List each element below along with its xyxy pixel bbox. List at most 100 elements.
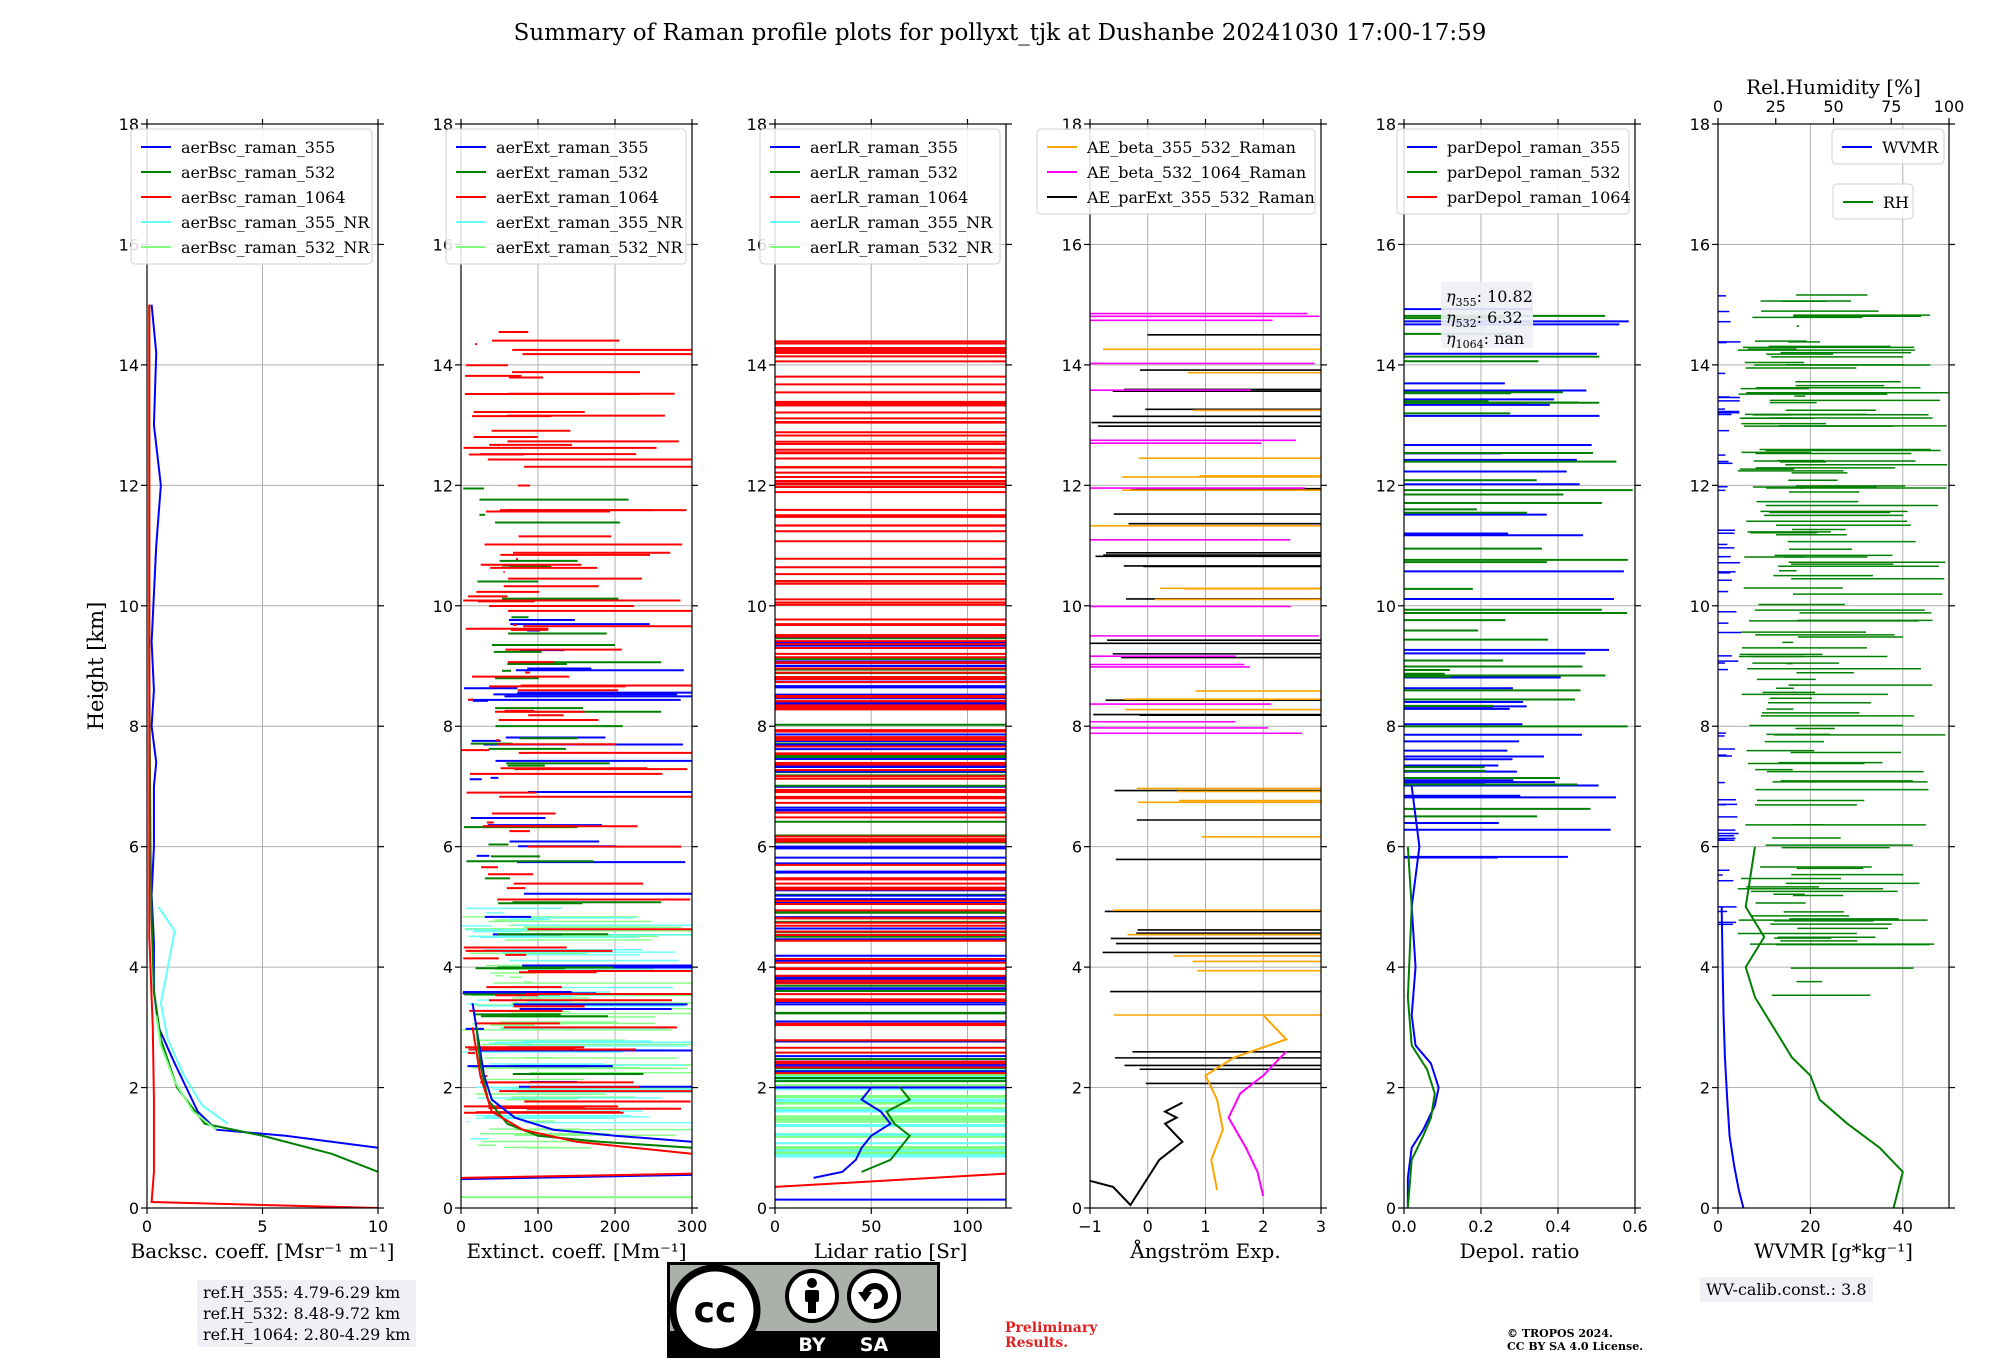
legend-frame: [445, 128, 687, 265]
x-tick-label: 300: [677, 1217, 708, 1236]
top-tick-label: 100: [1934, 97, 1965, 116]
y-tick-label: 6: [443, 838, 453, 857]
y-tick-label: 14: [1376, 356, 1396, 375]
x-tick-label: 0.0: [1391, 1217, 1416, 1236]
series-WVMR: [1720, 906, 1745, 1208]
legend-entry: aerBsc_raman_532_NR: [181, 238, 370, 257]
y-tick-label: 12: [433, 476, 453, 495]
axes-frame: [1717, 123, 1950, 1209]
legend-entry: aerBsc_raman_1064: [181, 188, 346, 207]
legend-entry: aerBsc_raman_355_NR: [181, 213, 370, 232]
svg-text:BY: BY: [798, 1334, 825, 1356]
y-tick-label: 14: [119, 356, 139, 375]
legend-frame: [1831, 128, 1945, 165]
legend-entry: aerLR_raman_1064: [810, 188, 968, 207]
series-aerBsc_raman_355_NR: [157, 906, 229, 1125]
annotation-line: η532: 6.32: [1446, 308, 1523, 330]
series-AE_beta_355_532_Raman: [1204, 1014, 1289, 1191]
legend-entry: AE_beta_355_532_Raman: [1086, 138, 1296, 157]
ref-height-box: ref.H_355: 4.79-6.29 km ref.H_532: 8.48-…: [197, 1280, 417, 1347]
wv-calib-text: WV-calib.const.: 3.8: [1706, 1280, 1867, 1299]
y-tick-label: 4: [443, 958, 453, 977]
y-tick-label: 8: [443, 717, 453, 736]
annotation-line: η1064: nan: [1446, 329, 1524, 351]
x-tick-label: 2: [1258, 1217, 1268, 1236]
figure-title: Summary of Raman profile plots for polly…: [513, 20, 1487, 46]
y-tick-label: 8: [1700, 717, 1710, 736]
legend: aerBsc_raman_355 aerBsc_raman_532 aerBsc_r…: [130, 128, 373, 265]
panel-6: 0 20 40 0 2 4 6 8 10 12 14 16 18 WVMR [g*kg⁻¹] 0 25 50 75…: [1690, 75, 1965, 1263]
top-tick-label: 75: [1881, 97, 1901, 116]
top-tick-label: 50: [1823, 97, 1843, 116]
y-tick-label: 8: [1072, 717, 1082, 736]
legend-frame: [1036, 128, 1316, 215]
x-tick-label: 0: [456, 1217, 466, 1236]
x-axis-label: Extinct. coeff. [Mm⁻¹]: [466, 1239, 686, 1263]
legend-entry: AE_beta_532_1064_Raman: [1086, 163, 1306, 182]
top-tick-label: 25: [1766, 97, 1786, 116]
y-tick-label: 10: [1690, 597, 1710, 616]
cc-icon: [669, 1264, 761, 1356]
ref-height-1064: ref.H_1064: 2.80-4.29 km: [203, 1325, 411, 1344]
series-aerExt_raman_532: [475, 1027, 692, 1149]
x-tick-label: 3: [1316, 1217, 1326, 1236]
legend-entry: RH: [1883, 193, 1909, 212]
y-tick-label: 0: [443, 1199, 453, 1218]
y-tick-label: 10: [747, 597, 767, 616]
y-tick-label: 6: [1072, 838, 1082, 857]
x-tick-label: −1: [1078, 1217, 1102, 1236]
plot-area: [461, 331, 692, 1199]
legend-frame: [1396, 128, 1630, 215]
y-tick-label: 2: [1386, 1079, 1396, 1098]
y-tick-label: 14: [747, 356, 767, 375]
legend-entry: aerExt_raman_355: [496, 138, 649, 157]
legend: aerExt_raman_355 aerExt_raman_532 aerExt_r…: [445, 128, 687, 265]
x-tick-label: 0.4: [1545, 1217, 1570, 1236]
x-axis-label: Depol. ratio: [1460, 1239, 1580, 1263]
ref-height-355: ref.H_355: 4.79-6.29 km: [203, 1283, 401, 1302]
y-tick-label: 14: [1690, 356, 1710, 375]
y-tick-label: 2: [1700, 1079, 1710, 1098]
y-tick-label: 0: [1386, 1199, 1396, 1218]
y-tick-label: 10: [433, 597, 453, 616]
y-tick-label: 4: [757, 958, 767, 977]
x-tick-label: 0: [142, 1217, 152, 1236]
y-tick-label: 0: [1700, 1199, 1710, 1218]
legend-entry: AE_parExt_355_532_Raman: [1086, 188, 1315, 207]
x-tick-label: 0: [1143, 1217, 1153, 1236]
series-AE_parExt_355_532_Raman: [1090, 1101, 1184, 1207]
legend-frame: [759, 128, 1001, 265]
x-axis-label: Backsc. coeff. [Msr⁻¹ m⁻¹]: [131, 1239, 395, 1263]
y-tick-label: 14: [1062, 356, 1082, 375]
legend-entry: aerExt_raman_1064: [496, 188, 659, 207]
x-tick-label: 10: [368, 1217, 388, 1236]
series-parDepol_raman_355: [1406, 786, 1440, 1208]
y-tick-label: 8: [129, 717, 139, 736]
y-tick-label: 10: [1376, 597, 1396, 616]
legend-entry: parDepol_raman_355: [1447, 138, 1620, 157]
series-aerBsc_raman_355: [150, 304, 378, 1149]
svg-text:SA: SA: [860, 1334, 889, 1356]
x-tick-label: 40: [1893, 1217, 1913, 1236]
y-tick-label: 0: [757, 1199, 767, 1218]
x-tick-label: 50: [861, 1217, 881, 1236]
series-RH: [1744, 846, 1904, 1208]
y-tick-label: 4: [1386, 958, 1396, 977]
y-tick-label: 18: [1376, 115, 1396, 134]
y-tick-label: 12: [119, 476, 139, 495]
legend-entry: aerBsc_raman_355: [181, 138, 335, 157]
y-tick-label: 12: [1062, 476, 1082, 495]
series-aerLR_raman_532: [861, 1086, 912, 1173]
y-tick-label: 2: [443, 1079, 453, 1098]
y-tick-label: 2: [757, 1079, 767, 1098]
legend-frame: [130, 128, 373, 265]
y-tick-label: 14: [433, 356, 453, 375]
annotation-line: η355: 10.82: [1446, 287, 1533, 309]
x-axis-label: Lidar ratio [Sr]: [814, 1239, 968, 1263]
legend-entry: WVMR: [1882, 138, 1939, 157]
y-tick-label: 2: [129, 1079, 139, 1098]
y-tick-label: 12: [747, 476, 767, 495]
